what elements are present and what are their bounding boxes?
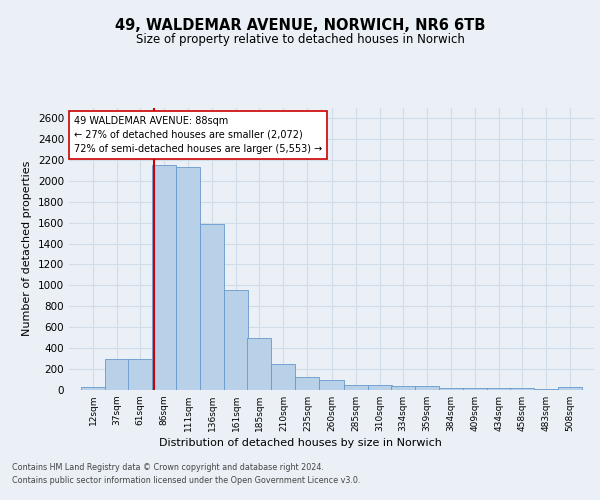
Bar [152, 165, 176, 390]
Text: Contains HM Land Registry data © Crown copyright and database right 2024.: Contains HM Land Registry data © Crown c… [12, 462, 324, 471]
Bar [487, 388, 511, 390]
Text: Contains public sector information licensed under the Open Government Licence v3: Contains public sector information licen… [12, 476, 361, 485]
Text: Distribution of detached houses by size in Norwich: Distribution of detached houses by size … [158, 438, 442, 448]
Text: 49 WALDEMAR AVENUE: 88sqm
← 27% of detached houses are smaller (2,072)
72% of se: 49 WALDEMAR AVENUE: 88sqm ← 27% of detac… [74, 116, 322, 154]
Text: Size of property relative to detached houses in Norwich: Size of property relative to detached ho… [136, 32, 464, 46]
Bar [105, 358, 129, 390]
Bar [344, 385, 368, 390]
Bar [415, 386, 439, 390]
Bar [128, 358, 152, 390]
Bar [81, 388, 105, 390]
Y-axis label: Number of detached properties: Number of detached properties [22, 161, 32, 336]
Bar [463, 388, 487, 390]
Bar [391, 386, 415, 390]
Bar [271, 364, 295, 390]
Bar [439, 388, 463, 390]
Bar [558, 388, 582, 390]
Bar [295, 378, 319, 390]
Bar [224, 290, 248, 390]
Bar [176, 167, 200, 390]
Bar [368, 385, 392, 390]
Bar [319, 380, 344, 390]
Bar [247, 338, 271, 390]
Bar [200, 224, 224, 390]
Text: 49, WALDEMAR AVENUE, NORWICH, NR6 6TB: 49, WALDEMAR AVENUE, NORWICH, NR6 6TB [115, 18, 485, 32]
Bar [510, 388, 534, 390]
